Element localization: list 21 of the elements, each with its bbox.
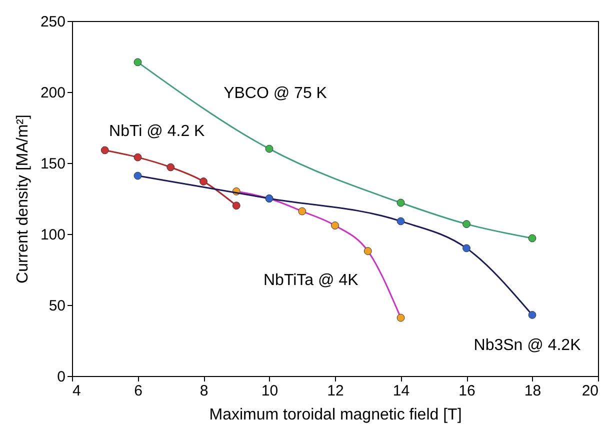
- x-axis-title: Maximum toroidal magnetic field [T]: [209, 406, 462, 424]
- series-label: NbTiTa @ 4K: [263, 272, 359, 290]
- x-tick-label: 16: [458, 382, 476, 400]
- y-axis-title: Current density [MA/m²]: [14, 114, 32, 284]
- y-tick-label: 100: [40, 226, 66, 244]
- y-tick-label: 150: [40, 156, 66, 172]
- x-tick-label: 4: [72, 382, 81, 400]
- x-tick-label: 18: [524, 382, 542, 400]
- y-tick-label: 200: [40, 84, 66, 102]
- y-tick-label: 250: [40, 14, 66, 30]
- series-label: Nb3Sn @ 4.2K: [474, 336, 582, 354]
- x-tick-label: 12: [327, 382, 344, 400]
- series-label: NbTi @ 4.2 K: [109, 123, 206, 140]
- x-tick-label: 8: [200, 382, 208, 400]
- x-tick-label: 10: [261, 382, 278, 400]
- y-tick-label: 50: [48, 298, 66, 314]
- y-tick-label: 0: [57, 368, 66, 386]
- series-label: YBCO @ 75 K: [224, 84, 328, 102]
- x-tick-label: 14: [392, 382, 410, 400]
- x-tick-label: 6: [134, 382, 142, 400]
- x-tick-label: 20: [582, 382, 598, 400]
